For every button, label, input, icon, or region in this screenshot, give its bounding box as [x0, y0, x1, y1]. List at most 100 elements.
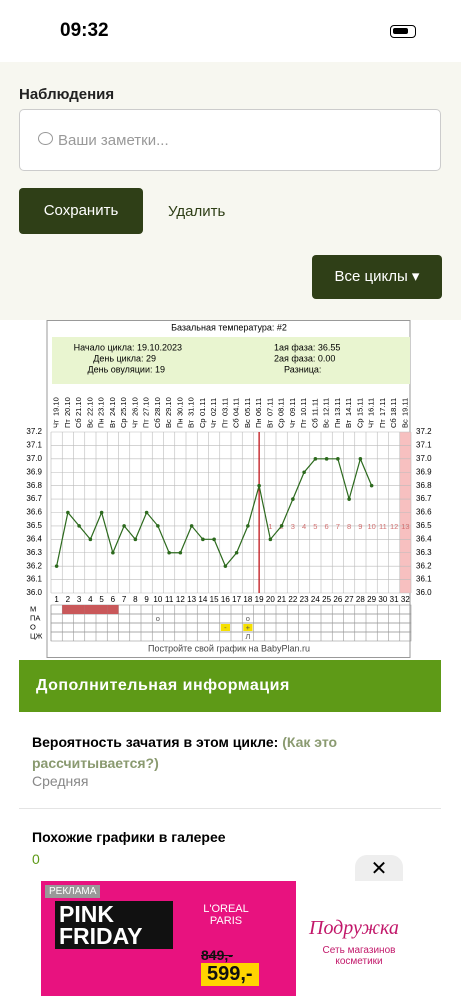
- weekday-label: Пн: [175, 418, 184, 428]
- temperature-point: [77, 524, 81, 528]
- y-tick-label: 36.2: [416, 561, 432, 570]
- date-label: 21.10: [74, 397, 83, 416]
- gallery-value[interactable]: 0: [32, 851, 40, 867]
- x-tick-label: 5: [99, 595, 104, 604]
- weekday-label: Пт: [378, 419, 387, 428]
- row-mark: +: [246, 623, 251, 632]
- menstruation-mark: [96, 605, 108, 614]
- y-tick-label: 36.3: [416, 548, 432, 557]
- date-label: 20.10: [63, 397, 72, 416]
- x-tick-label: 11: [165, 595, 174, 604]
- date-label: 03.11: [220, 398, 229, 416]
- x-tick-label: 14: [198, 595, 207, 604]
- info-text: 2ая фаза: 0.00: [274, 353, 335, 363]
- ad-close[interactable]: ✕: [355, 855, 403, 883]
- date-label: 16.11: [367, 398, 376, 416]
- date-label: 04.11: [232, 398, 241, 416]
- date-label: 14.11: [344, 398, 353, 416]
- weekday-label: Ср: [355, 418, 364, 428]
- temperature-point: [246, 524, 250, 528]
- ad-shop: Подружка: [309, 917, 399, 939]
- x-tick-label: 15: [210, 595, 219, 604]
- temperature-point: [122, 524, 126, 528]
- temperature-point: [201, 537, 205, 542]
- weekday-label: Чт: [52, 419, 61, 428]
- row-mark-bg: [243, 624, 253, 631]
- weekday-label: Пт: [220, 419, 229, 428]
- temperature-point: [313, 457, 318, 461]
- weekday-label: Пн: [333, 418, 342, 428]
- ad-promo: PINK FRIDAY: [55, 901, 173, 949]
- temperature-point: [54, 564, 59, 568]
- x-tick-label: 21: [277, 595, 286, 604]
- probability-label: Вероятность зачатия в этом цикле:: [32, 734, 279, 750]
- weekday-label: Чт: [130, 419, 139, 428]
- x-tick-label: 31: [390, 595, 399, 604]
- date-label: 25.10: [119, 397, 128, 416]
- y-tick-label: 36.4: [416, 534, 432, 543]
- weekday-label: Сб: [153, 418, 162, 428]
- weekday-label: Сб: [232, 418, 241, 428]
- luteal-day-label: 10: [367, 522, 375, 531]
- date-label: 11.11: [310, 398, 319, 416]
- x-tick-label: 12: [176, 595, 185, 604]
- temperature-point: [369, 483, 374, 488]
- y-tick-label: 36.0: [416, 588, 432, 597]
- y-tick-label: 36.9: [416, 467, 432, 476]
- temperature-point: [167, 550, 171, 555]
- x-tick-label: 1: [54, 595, 59, 604]
- y-tick-label: 37.1: [416, 441, 432, 450]
- x-tick-label: 16: [221, 595, 230, 604]
- date-label: 17.11: [378, 398, 387, 416]
- ad-brand: L'OREAL PARIS: [203, 903, 249, 927]
- row-mark: -: [224, 623, 227, 632]
- temperature-point: [212, 537, 216, 542]
- x-tick-label: 25: [322, 595, 331, 604]
- x-tick-label: 26: [333, 595, 342, 604]
- weekday-label: Пт: [63, 419, 72, 428]
- row-mark: о: [156, 614, 160, 623]
- x-tick-label: 20: [266, 595, 275, 604]
- row-label: М: [30, 604, 36, 613]
- y-tick-label: 36.8: [26, 481, 42, 490]
- date-label: 23.10: [97, 397, 106, 416]
- temperature-point: [234, 550, 239, 555]
- weekday-label: Вс: [164, 419, 173, 428]
- temperature-point: [358, 457, 363, 461]
- x-tick-label: 32: [401, 595, 410, 604]
- weekday-label: Ср: [119, 418, 128, 428]
- weekday-label: Вс: [243, 419, 252, 428]
- y-tick-label: 36.5: [26, 521, 42, 530]
- chart-title: Базальная температура: #2: [171, 322, 287, 332]
- x-tick-label: 30: [378, 595, 387, 604]
- temperature-point: [133, 537, 138, 542]
- date-label: 08.11: [277, 398, 286, 416]
- ad-new-price: 599,-: [201, 963, 259, 986]
- temperature-point: [88, 537, 93, 542]
- info-header: Дополнительная информация: [19, 660, 441, 712]
- temperature-point: [111, 550, 115, 555]
- status-icons: [328, 24, 420, 40]
- date-label: 07.11: [265, 398, 274, 416]
- weekday-label: Вс: [400, 419, 409, 428]
- delete-button[interactable]: Удалить: [168, 203, 226, 220]
- save-button[interactable]: Сохранить: [19, 188, 143, 234]
- info-box: [52, 337, 410, 384]
- weekday-label: Сб: [389, 418, 398, 428]
- row-mark: Л: [245, 632, 250, 641]
- luteal-day-label: 12: [390, 522, 398, 531]
- luteal-day-label: 8: [347, 522, 351, 531]
- x-tick-label: 29: [367, 595, 376, 604]
- date-label: 30.10: [175, 397, 184, 416]
- luteal-day-label: 13: [401, 522, 409, 531]
- ad-old-price: 849,-: [201, 947, 233, 963]
- notes-input[interactable]: Ваши заметки...: [19, 109, 441, 171]
- divider: [19, 808, 441, 809]
- ad-shop-sub: Сеть магазинов косметики: [322, 945, 396, 967]
- date-label: 28.10: [153, 397, 162, 416]
- all-cycles-button[interactable]: Все циклы ▾: [312, 255, 442, 299]
- chart-footer: Постройте свой график на BabyPlan.ru: [148, 643, 310, 653]
- ad-banner[interactable]: РЕКЛАМА PINK FRIDAY L'OREAL PARIS 849,- …: [41, 881, 420, 996]
- probability-link[interactable]: (Как это рассчитывается?): [32, 734, 338, 771]
